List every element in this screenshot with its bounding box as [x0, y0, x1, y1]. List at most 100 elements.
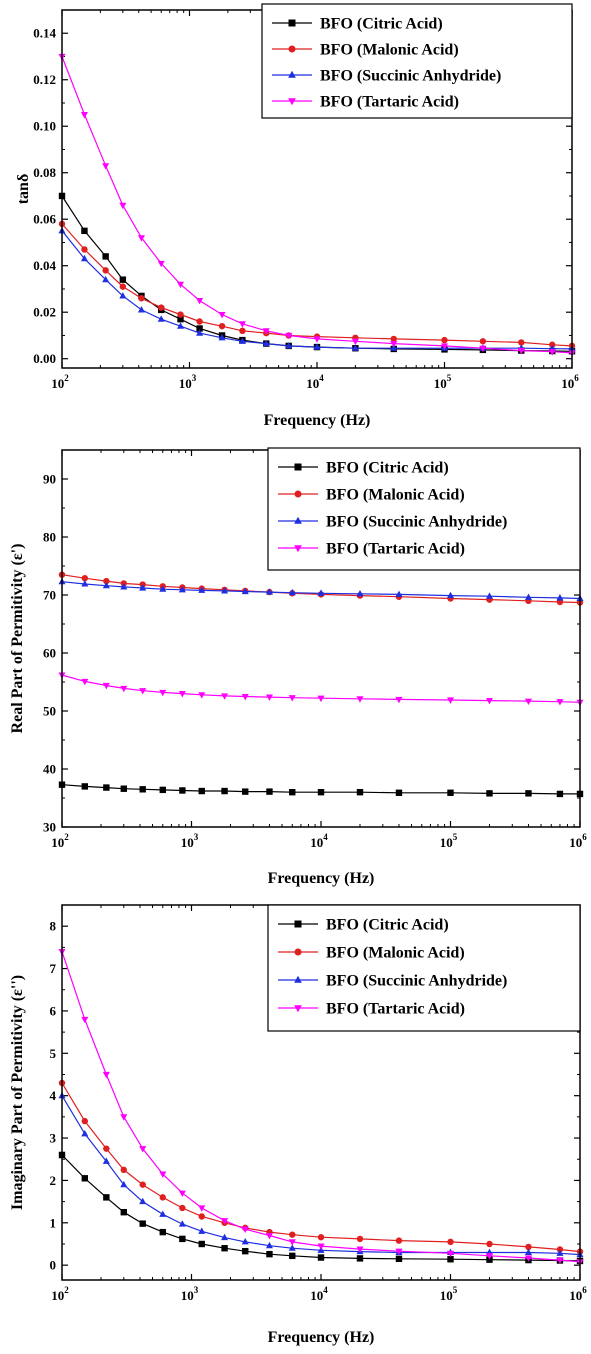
data-point: [556, 790, 564, 798]
legend-box: [267, 904, 581, 1032]
data-point: [265, 1232, 273, 1240]
data-point: [81, 678, 89, 686]
data-point: [313, 336, 321, 343]
data-point: [119, 202, 127, 210]
legend-label: BFO (Succinic Anhydride): [326, 514, 507, 531]
data-point: [176, 322, 185, 329]
data-point: [288, 588, 296, 596]
legend-entry-bfo-tartaric-acid: BFO (Tartaric Acid): [272, 94, 459, 111]
x-tick-label: 106: [569, 832, 587, 850]
y-axis-title: tanδ: [15, 174, 32, 205]
data-point: [356, 590, 364, 597]
legend-entry-bfo-tartaric-acid: BFO (Tartaric Acid): [278, 1001, 465, 1018]
tan-delta-chart: 102 103 104 105 106 0.00 0.02 0.04 0.06 0.08 0.10 0…: [15, 3, 579, 429]
data-point: [241, 693, 249, 701]
data-point: [390, 344, 398, 351]
data-point: [525, 1243, 532, 1251]
x-tick-label: 105: [440, 832, 458, 850]
y-tick-label: 0.04: [33, 258, 56, 273]
data-point: [356, 789, 364, 796]
series-line: [61, 1082, 581, 1253]
data-point: [178, 585, 186, 593]
y-tick-label: 7: [50, 961, 57, 976]
y-tick-label: 80: [43, 530, 56, 545]
y-tick-label: 90: [43, 472, 56, 487]
data-point: [138, 295, 145, 302]
data-point: [485, 592, 494, 599]
real-permittivity-chart-panel: 102 103 104 105 106 30 40 50 60 70 80 90 BFO (Citric…: [0, 440, 591, 895]
data-point: [196, 325, 203, 332]
data-point: [102, 1071, 110, 1079]
data-point: [179, 1235, 186, 1243]
data-point: [221, 1245, 228, 1252]
series-bfo-malonic-acid: [58, 571, 584, 606]
data-point: [485, 1253, 494, 1260]
data-point: [198, 1240, 205, 1248]
data-point: [395, 590, 403, 597]
data-point: [120, 583, 128, 590]
data-point: [80, 112, 88, 119]
data-point: [119, 292, 127, 299]
data-point: [440, 343, 449, 350]
x-tick-label: 102: [51, 832, 69, 850]
imaginary-permittivity-chart-panel: 102 103 104 105 106 0 1 2 3 4 5 6 7 8 BFO (Citric Acid…: [0, 895, 591, 1354]
x-tick-label: 103: [181, 1285, 199, 1303]
data-point: [288, 1244, 296, 1251]
data-point: [447, 789, 454, 796]
y-tick-label: 5: [50, 1046, 57, 1061]
legend-entry-bfo-malonic-acid: BFO (Malonic Acid): [272, 42, 459, 59]
x-tick-label: 102: [51, 1285, 69, 1303]
data-point: [81, 1129, 89, 1137]
data-point: [119, 283, 127, 290]
data-point: [241, 587, 249, 595]
data-point: [241, 1226, 249, 1233]
legend-entry-bfo-citric-acid: BFO (Citric Acid): [278, 460, 449, 477]
data-point: [139, 786, 146, 793]
data-point: [119, 276, 127, 283]
y-tick-label: 0.08: [33, 165, 56, 180]
data-point: [81, 783, 89, 790]
legend-marker: [288, 45, 296, 53]
y-axis-title: Real Part of Permitivity (ε'): [9, 544, 26, 734]
data-point: [518, 339, 525, 346]
data-point: [356, 696, 364, 703]
data-point: [390, 341, 398, 348]
data-point: [102, 163, 110, 170]
data-point: [486, 1240, 493, 1248]
data-point: [285, 332, 293, 340]
data-point: [81, 1175, 89, 1182]
legend-label: BFO (Citric Acid): [326, 460, 449, 477]
data-point: [81, 227, 88, 235]
data-point: [446, 697, 455, 704]
data-point: [524, 593, 532, 600]
legend-marker: [288, 98, 296, 106]
series-bfo-succinic-anhydride: [58, 1091, 584, 1258]
y-tick-label: 50: [43, 704, 56, 719]
y-tick-label: 70: [43, 588, 56, 603]
legend-box: [267, 447, 581, 571]
data-point: [479, 345, 487, 353]
data-point: [137, 306, 145, 313]
x-tick-label: 105: [440, 1285, 458, 1303]
data-point: [288, 1239, 296, 1246]
data-point: [221, 587, 229, 594]
x-tick-label: 104: [310, 832, 328, 850]
data-point: [548, 349, 556, 356]
data-point: [157, 315, 165, 322]
data-point: [198, 1205, 206, 1212]
x-tick-label: 106: [561, 373, 579, 391]
y-tick-label: 3: [50, 1131, 57, 1146]
data-point: [81, 246, 88, 253]
x-tick-label: 102: [51, 373, 69, 391]
legend-label: BFO (Malonic Acid): [326, 487, 465, 504]
series-line: [61, 951, 581, 1263]
data-point: [317, 1234, 325, 1241]
legend-label: BFO (Tartaric Acid): [320, 94, 459, 111]
legend-marker: [294, 463, 302, 471]
x-tick-label: 104: [306, 373, 324, 391]
data-point: [525, 790, 532, 797]
data-point: [120, 1180, 128, 1188]
real-permittivity-chart: 102 103 104 105 106 30 40 50 60 70 80 90 BFO (Citric…: [9, 447, 587, 887]
data-point: [524, 698, 532, 705]
data-point: [179, 787, 186, 794]
